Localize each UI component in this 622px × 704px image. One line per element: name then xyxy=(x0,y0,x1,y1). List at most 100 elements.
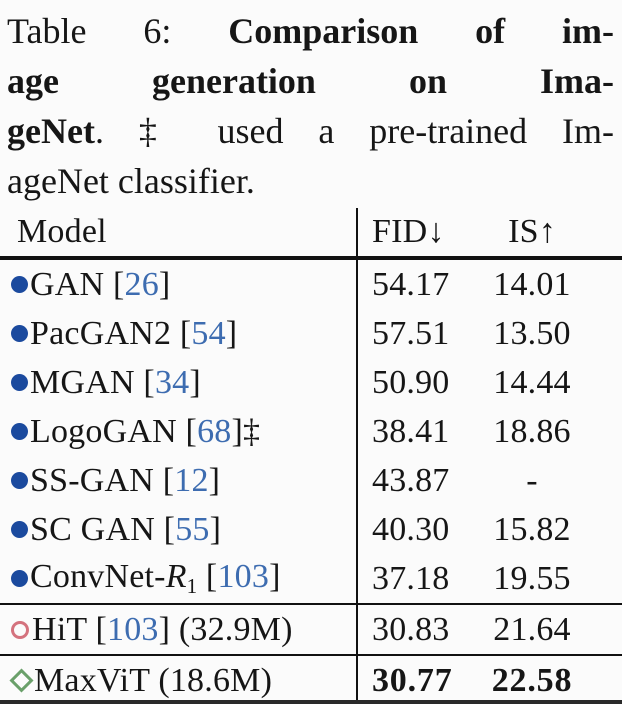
table-row: HiT [103] (32.9M) 30.83 21.64 xyxy=(0,605,622,654)
caption-line: Table 6: Comparison of im- xyxy=(7,6,614,56)
fid-cell: 30.83 xyxy=(358,605,468,654)
model-cell: MGAN [34] xyxy=(0,358,358,407)
header-model: Model xyxy=(0,208,358,256)
table-row: ConvNet-R1 [103] 37.18 19.55 xyxy=(0,554,622,603)
bullet-icon xyxy=(11,570,28,587)
model-name: ConvNet-R1 [103] xyxy=(30,558,281,598)
table-row: SC GAN [55] 40.30 15.82 xyxy=(0,505,622,554)
is-cell: 14.44 xyxy=(468,358,622,407)
model-name-text: PacGAN2 xyxy=(30,314,172,352)
citation-link[interactable]: 12 xyxy=(174,461,209,499)
diamond-icon xyxy=(9,668,34,693)
fid-value: 54.17 xyxy=(372,265,450,303)
is-cell: - xyxy=(468,456,622,505)
citation-link[interactable]: 68 xyxy=(197,412,232,450)
is-cell: 13.50 xyxy=(468,309,622,358)
model-name-text: 1 xyxy=(186,573,198,598)
table-row: GAN [26] 54.17 14.01 xyxy=(0,260,622,309)
model-name-text: MaxViT (18.6M) xyxy=(34,661,273,699)
model-cell: ConvNet-R1 [103] xyxy=(0,554,358,603)
fid-value: 30.77 xyxy=(372,661,453,699)
fid-cell: 43.87 xyxy=(358,456,468,505)
caption-text: Comparison of im- xyxy=(228,11,614,51)
is-cell: 14.01 xyxy=(468,260,622,309)
is-cell: 21.64 xyxy=(468,605,622,654)
caption-text: age generation on Ima- xyxy=(7,61,614,101)
is-value: 15.82 xyxy=(493,510,571,548)
header-model-label: Model xyxy=(17,213,107,250)
caption-text: Table 6: xyxy=(7,11,229,51)
fid-cell: 50.90 xyxy=(358,358,468,407)
model-cell: SC GAN [55] xyxy=(0,505,358,554)
model-name: SC GAN [55] xyxy=(30,510,222,548)
citation-link[interactable]: 26 xyxy=(124,265,159,303)
is-value: 14.01 xyxy=(493,265,571,303)
header-divider xyxy=(0,256,622,260)
citation-link[interactable]: 34 xyxy=(154,363,190,401)
is-cell: 18.86 xyxy=(468,407,622,456)
fid-cell: 40.30 xyxy=(358,505,468,554)
row-divider xyxy=(0,654,622,656)
bullet-icon xyxy=(11,521,28,538)
fid-cell: 57.51 xyxy=(358,309,468,358)
caption-text: geNet xyxy=(7,111,95,151)
bullet-icon xyxy=(11,276,28,293)
is-cell: 19.55 xyxy=(468,554,622,603)
caption-line: geNet. ‡ used a pre-trained Im- xyxy=(7,106,614,156)
table-bottom-divider xyxy=(0,700,622,704)
fid-value: 37.18 xyxy=(372,559,450,597)
fid-cell: 37.18 xyxy=(358,554,468,603)
model-cell: GAN [26] xyxy=(0,260,358,309)
citation-link[interactable]: 103 xyxy=(217,558,270,596)
model-name: MaxViT (18.6M) xyxy=(34,662,272,700)
model-name-suffix: (32.9M) xyxy=(170,610,293,648)
fid-value: 50.90 xyxy=(372,363,450,401)
model-cell: PacGAN2 [54] xyxy=(0,309,358,358)
caption-text: . ‡ used a pre-trained Im- xyxy=(94,111,614,151)
table-body: GAN [26] 54.17 14.01 PacGAN2 [54] 57.51 13.50… xyxy=(0,260,622,704)
is-value: 18.86 xyxy=(493,412,571,450)
caption-text: ageNet classifier. xyxy=(7,161,255,201)
table-header-row: Model FID↓ IS↑ xyxy=(0,208,622,256)
bullet-icon xyxy=(11,374,28,391)
caption-line: ageNet classifier. xyxy=(7,156,614,206)
model-cell: LogoGAN [68]‡ xyxy=(0,407,358,456)
is-value: 21.64 xyxy=(493,610,571,648)
model-name-text: ConvNet- xyxy=(30,558,166,596)
bullet-icon xyxy=(11,325,28,342)
citation-link[interactable]: 103 xyxy=(107,610,159,648)
is-value: 19.55 xyxy=(493,559,571,597)
bullet-icon xyxy=(11,423,28,440)
header-is: IS↑ xyxy=(468,208,622,256)
citation-link[interactable]: 54 xyxy=(191,314,226,352)
is-value: 13.50 xyxy=(493,314,571,352)
table-row: MGAN [34] 50.90 14.44 xyxy=(0,358,622,407)
model-name: PacGAN2 [54] xyxy=(30,314,238,352)
caption-line: age generation on Ima- xyxy=(7,56,614,106)
fid-cell: 54.17 xyxy=(358,260,468,309)
row-divider xyxy=(0,603,622,605)
is-value: 14.44 xyxy=(493,363,571,401)
is-cell: 15.82 xyxy=(468,505,622,554)
table-row: SS-GAN [12] 43.87 - xyxy=(0,456,622,505)
fid-value: 38.41 xyxy=(372,412,450,450)
fid-value: 40.30 xyxy=(372,510,450,548)
fid-cell: 38.41 xyxy=(358,407,468,456)
model-name: MGAN [34] xyxy=(30,363,201,401)
table-caption: Table 6: Comparison of im-age generation… xyxy=(0,0,622,206)
model-cell: SS-GAN [12] xyxy=(0,456,358,505)
citation-link[interactable]: 55 xyxy=(175,510,210,548)
model-cell: HiT [103] (32.9M) xyxy=(0,605,358,654)
model-name-text: GAN xyxy=(30,265,105,303)
model-name-text: MGAN xyxy=(30,363,135,401)
fid-cell: 30.77 xyxy=(358,656,468,704)
fid-value: 57.51 xyxy=(372,314,450,352)
table-row: LogoGAN [68]‡ 38.41 18.86 xyxy=(0,407,622,456)
model-name-text: SS-GAN xyxy=(30,461,155,499)
is-cell: 22.58 xyxy=(468,656,622,704)
model-name: LogoGAN [68]‡ xyxy=(30,412,261,450)
header-fid: FID↓ xyxy=(358,208,468,256)
model-name-text: SC GAN xyxy=(30,510,155,548)
model-name-text: HiT xyxy=(32,610,87,648)
